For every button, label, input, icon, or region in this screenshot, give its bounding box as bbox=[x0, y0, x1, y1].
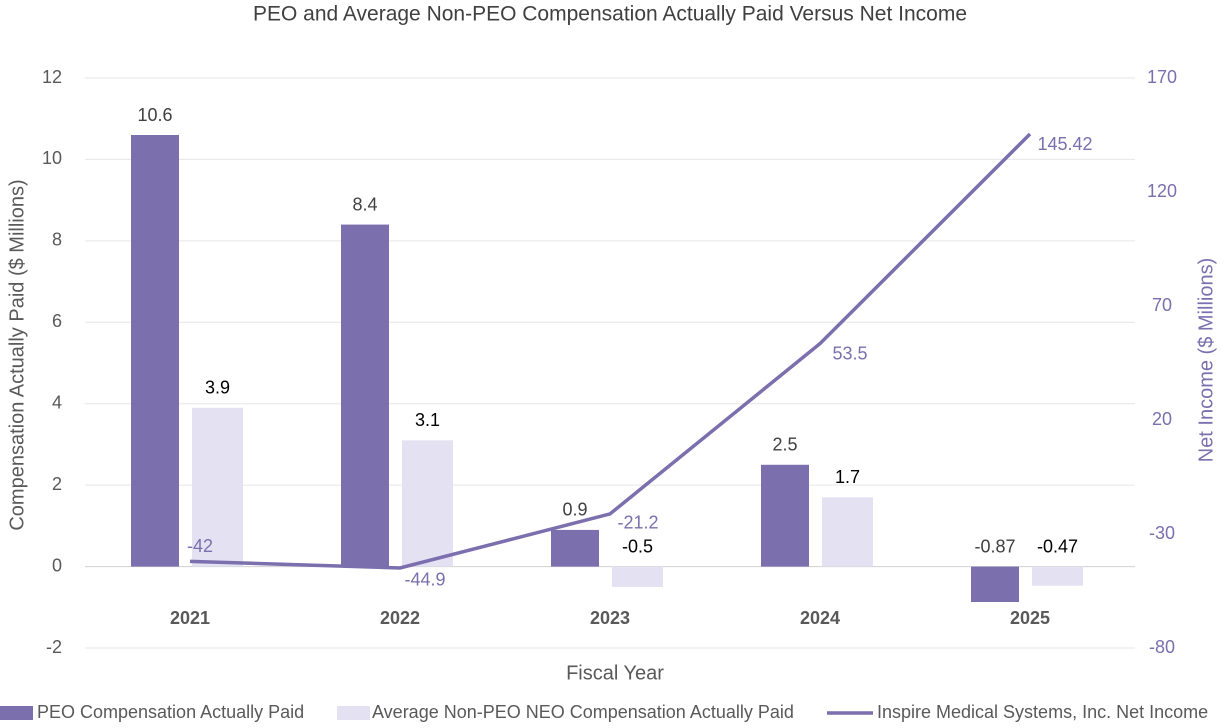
legend-swatch bbox=[337, 706, 370, 720]
data-label: -0.47 bbox=[1037, 536, 1078, 556]
data-label: 0.9 bbox=[562, 500, 587, 520]
bar bbox=[341, 224, 389, 567]
y-axis-title: Compensation Actually Paid ($ Millions) bbox=[6, 179, 28, 530]
x-tick-label: 2023 bbox=[590, 608, 630, 628]
bar bbox=[1032, 566, 1083, 586]
bar bbox=[822, 497, 873, 567]
legend-swatch bbox=[0, 706, 33, 720]
data-label: -0.5 bbox=[622, 536, 653, 556]
data-label: 3.9 bbox=[205, 378, 230, 398]
bar bbox=[761, 464, 809, 567]
y2-tick-label: 170 bbox=[1147, 67, 1177, 87]
y2-tick-label: -30 bbox=[1149, 523, 1175, 543]
data-label: 2.5 bbox=[772, 435, 797, 455]
legend-label: Inspire Medical Systems, Inc. Net Income bbox=[877, 702, 1208, 722]
x-tick-label: 2021 bbox=[170, 608, 210, 628]
data-label: 1.7 bbox=[835, 467, 860, 487]
line-label: 145.42 bbox=[1037, 134, 1092, 154]
data-label: 10.6 bbox=[137, 105, 172, 125]
y2-tick-label: 20 bbox=[1152, 409, 1172, 429]
x-axis-title: Fiscal Year bbox=[566, 662, 664, 684]
y2-tick-label: 70 bbox=[1152, 295, 1172, 315]
y-tick-label: -2 bbox=[46, 637, 62, 657]
y-tick-label: 0 bbox=[52, 555, 62, 575]
y-tick-label: 6 bbox=[52, 311, 62, 331]
x-tick-label: 2025 bbox=[1010, 608, 1050, 628]
line bbox=[189, 132, 1032, 570]
chart-title: PEO and Average Non-PEO Compensation Act… bbox=[253, 3, 967, 26]
bar bbox=[612, 566, 663, 587]
legend-label: Average Non-PEO NEO Compensation Actuall… bbox=[372, 702, 794, 722]
y-tick-label: 2 bbox=[52, 474, 62, 494]
x-tick-label: 2024 bbox=[800, 608, 840, 628]
line-label: 53.5 bbox=[832, 343, 867, 363]
bar bbox=[551, 529, 599, 567]
line-label: -42 bbox=[187, 536, 213, 556]
y2-axis-title: Net Income ($ Millions) bbox=[1195, 258, 1217, 463]
x-tick-label: 2022 bbox=[380, 608, 420, 628]
y2-tick-label: -80 bbox=[1149, 637, 1175, 657]
line-label: -44.9 bbox=[404, 570, 445, 590]
y-tick-label: 4 bbox=[52, 392, 62, 412]
y2-tick-label: 120 bbox=[1147, 181, 1177, 201]
line-label: -21.2 bbox=[617, 513, 658, 533]
y-tick-label: 8 bbox=[52, 230, 62, 250]
bar bbox=[971, 566, 1019, 602]
data-label: -0.87 bbox=[974, 536, 1015, 556]
y-tick-label: 12 bbox=[42, 67, 62, 87]
bar bbox=[192, 407, 243, 567]
legend-label: PEO Compensation Actually Paid bbox=[37, 702, 304, 722]
data-label: 8.4 bbox=[352, 194, 377, 214]
data-label: 3.1 bbox=[415, 410, 440, 430]
bar bbox=[131, 135, 179, 567]
bar bbox=[402, 440, 453, 567]
y-tick-label: 10 bbox=[42, 148, 62, 168]
